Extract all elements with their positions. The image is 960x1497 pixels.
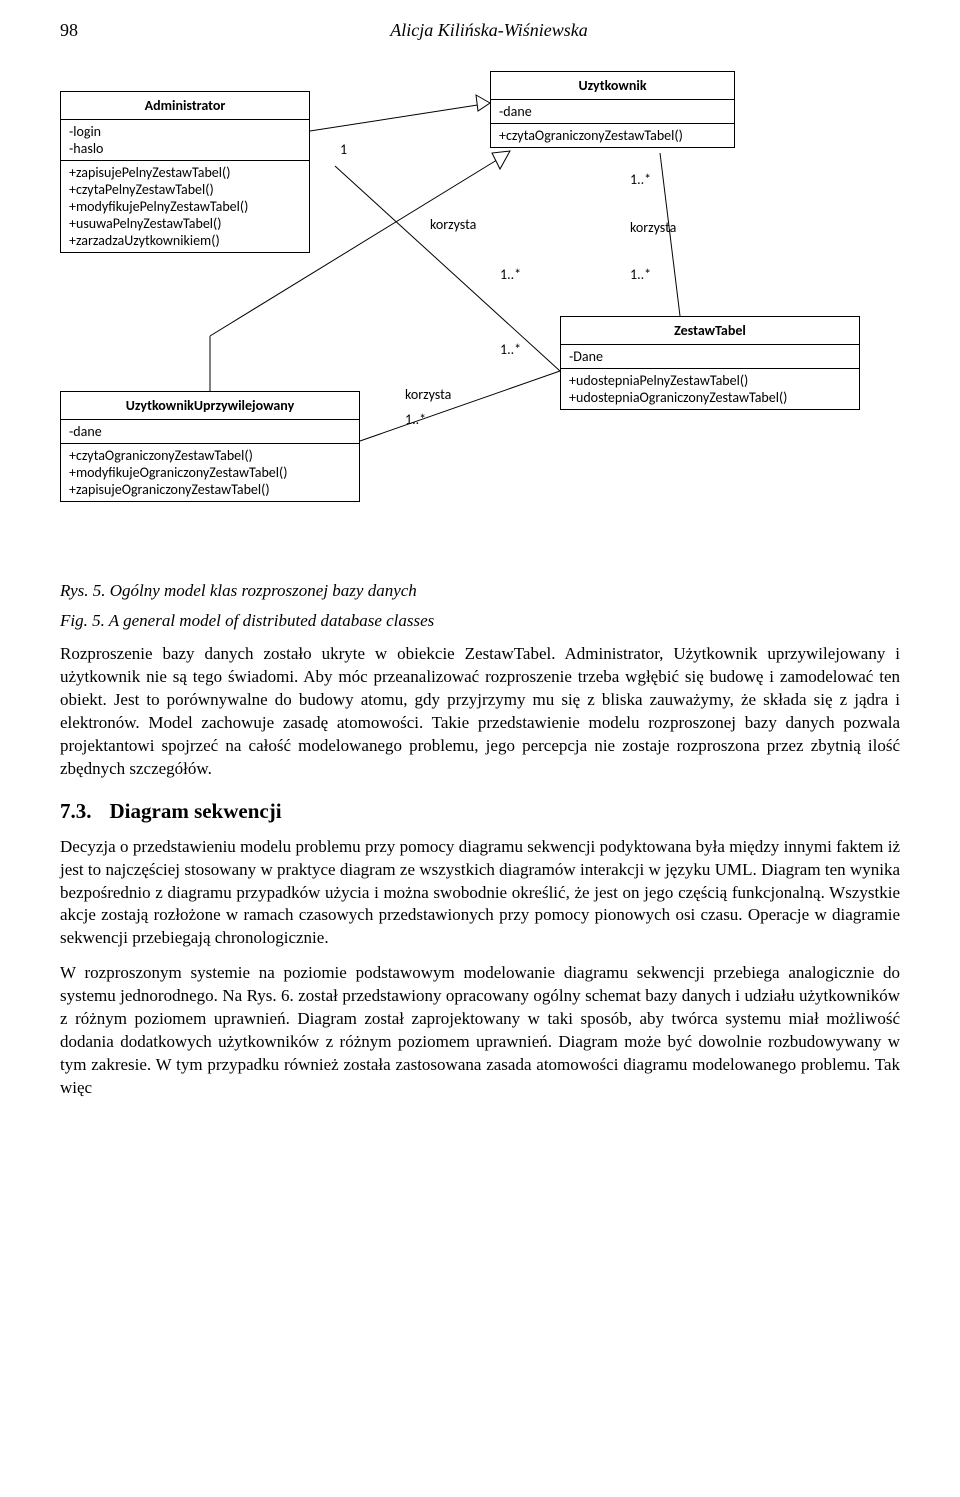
class-attrs: -Dane <box>561 345 859 369</box>
page-number: 98 <box>60 20 78 41</box>
class-uzytkownik-uprzywilejowany: UzytkownikUprzywilejowany -dane +czytaOg… <box>60 391 360 502</box>
multiplicity-label: 1..* <box>500 341 521 358</box>
multiplicity-label: 1..* <box>500 266 521 283</box>
section-number: 7.3. <box>60 799 92 823</box>
op: +modyfikujePelnyZestawTabel() <box>69 198 301 215</box>
op: +udostepniaPelnyZestawTabel() <box>569 372 851 389</box>
op: +udostepniaOgraniczonyZestawTabel() <box>569 389 851 406</box>
multiplicity-label: 1..* <box>630 266 651 283</box>
section-title: Diagram sekwencji <box>110 799 282 823</box>
association-label: korzysta <box>630 219 676 236</box>
attr: -Dane <box>569 348 851 365</box>
class-ops: +czytaOgraniczonyZestawTabel() +modyfiku… <box>61 444 359 501</box>
op: +czytaOgraniczonyZestawTabel() <box>69 447 351 464</box>
paragraph: Decyzja o przedstawieniu modelu problemu… <box>60 836 900 951</box>
figure-caption-pl: Rys. 5. Ogólny model klas rozproszonej b… <box>60 581 900 601</box>
attr: -login <box>69 123 301 140</box>
class-ops: +udostepniaPelnyZestawTabel() +udostepni… <box>561 369 859 409</box>
author-name: Alicja Kilińska-Wiśniewska <box>78 20 900 41</box>
uml-class-diagram: Administrator -login -haslo +zapisujePel… <box>60 71 900 551</box>
multiplicity-label: 1..* <box>405 411 426 428</box>
multiplicity-label: 1 <box>340 141 347 158</box>
attr: -haslo <box>69 140 301 157</box>
page-header: 98 Alicja Kilińska-Wiśniewska <box>60 0 900 71</box>
class-attrs: -dane <box>491 100 734 124</box>
class-zestaw-tabel: ZestawTabel -Dane +udostepniaPelnyZestaw… <box>560 316 860 410</box>
multiplicity-label: 1..* <box>630 171 651 188</box>
op: +czytaOgraniczonyZestawTabel() <box>499 127 726 144</box>
association-label: korzysta <box>405 386 451 403</box>
class-attrs: -dane <box>61 420 359 444</box>
op: +zapisujePelnyZestawTabel() <box>69 164 301 181</box>
attr: -dane <box>69 423 351 440</box>
class-ops: +czytaOgraniczonyZestawTabel() <box>491 124 734 147</box>
op: +zapisujeOgraniczonyZestawTabel() <box>69 481 351 498</box>
op: +czytaPelnyZestawTabel() <box>69 181 301 198</box>
class-name: UzytkownikUprzywilejowany <box>61 392 359 420</box>
class-administrator: Administrator -login -haslo +zapisujePel… <box>60 91 310 253</box>
figure-caption-en: Fig. 5. A general model of distributed d… <box>60 611 900 631</box>
op: +zarzadzaUzytkownikiem() <box>69 232 301 249</box>
class-name: Administrator <box>61 92 309 120</box>
class-attrs: -login -haslo <box>61 120 309 161</box>
attr: -dane <box>499 103 726 120</box>
class-name: ZestawTabel <box>561 317 859 345</box>
class-ops: +zapisujePelnyZestawTabel() +czytaPelnyZ… <box>61 161 309 252</box>
class-name: Uzytkownik <box>491 72 734 100</box>
class-uzytkownik: Uzytkownik -dane +czytaOgraniczonyZestaw… <box>490 71 735 148</box>
op: +usuwaPelnyZestawTabel() <box>69 215 301 232</box>
association-label: korzysta <box>430 216 476 233</box>
section-heading: 7.3. Diagram sekwencji <box>60 799 900 824</box>
op: +modyfikujeOgraniczonyZestawTabel() <box>69 464 351 481</box>
paragraph: Rozproszenie bazy danych zostało ukryte … <box>60 643 900 781</box>
paragraph: W rozproszonym systemie na poziomie pods… <box>60 962 900 1100</box>
